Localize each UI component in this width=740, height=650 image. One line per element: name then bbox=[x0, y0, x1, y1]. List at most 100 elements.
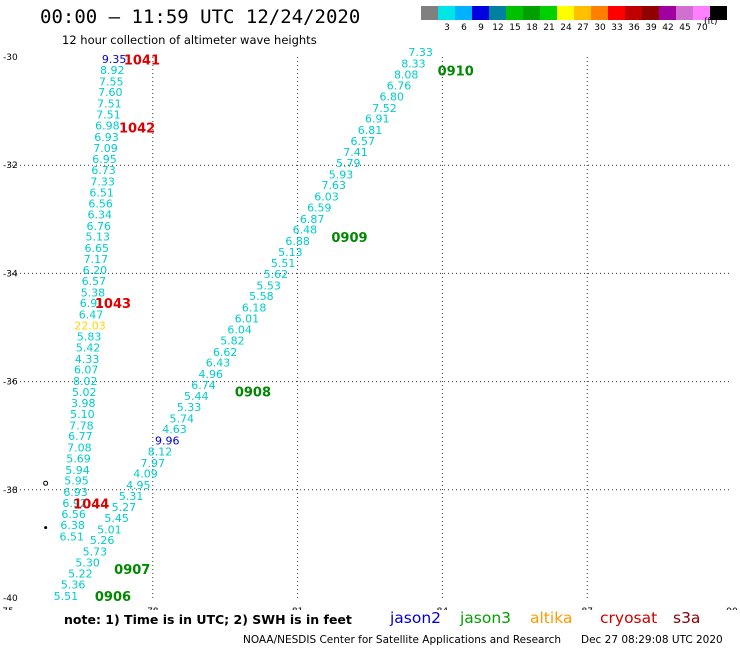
wave-height-value: 8.02 bbox=[73, 375, 98, 388]
credit-text: NOAA/NESDIS Center for Satellite Applica… bbox=[243, 634, 561, 646]
wave-height-value: 6.81 bbox=[358, 124, 383, 137]
wave-height-value: 6.56 bbox=[88, 198, 113, 211]
wave-height-value: 5.83 bbox=[77, 331, 102, 344]
color-scale-label: 42 bbox=[662, 23, 674, 33]
wave-height-value: 4.95 bbox=[126, 479, 151, 492]
wave-height-value: 5.42 bbox=[76, 342, 101, 355]
color-scale-swatch bbox=[489, 6, 506, 20]
x-tick-label: 81 bbox=[292, 607, 303, 610]
wave-height-value: 6.76 bbox=[387, 80, 412, 93]
color-scale-label: 45 bbox=[679, 23, 691, 33]
color-scale-label: 27 bbox=[577, 23, 589, 33]
x-tick-label: 84 bbox=[437, 607, 449, 610]
wave-height-value: 5.74 bbox=[170, 412, 195, 425]
pass-time-label: 1044 bbox=[73, 497, 109, 512]
wave-height-value: 7.51 bbox=[97, 98, 122, 111]
wave-height-value: 7.97 bbox=[141, 457, 166, 470]
wave-height-value: 6.65 bbox=[85, 242, 110, 255]
wave-height-value: 6.07 bbox=[74, 364, 99, 377]
wave-height-value: 7.51 bbox=[96, 108, 121, 121]
y-tick-label: -36 bbox=[3, 378, 18, 388]
wave-height-value: 7.78 bbox=[69, 419, 94, 432]
ring-marker bbox=[43, 480, 49, 486]
color-scale-label: 3 bbox=[444, 23, 450, 33]
wave-height-value: 6.04 bbox=[227, 324, 252, 337]
wave-height-value: 6.73 bbox=[91, 164, 116, 177]
wave-height-value: 6.03 bbox=[314, 191, 339, 204]
wave-height-value: 7.08 bbox=[67, 442, 92, 455]
wave-height-value: 5.51 bbox=[271, 257, 296, 270]
wave-height-value: 6.56 bbox=[61, 508, 86, 521]
color-scale-swatch bbox=[659, 6, 676, 20]
color-scale-swatch bbox=[625, 6, 642, 20]
wave-height-value: 5.13 bbox=[278, 246, 303, 259]
wave-height-value: 6.95 bbox=[92, 153, 117, 166]
wave-height-value: 6.48 bbox=[293, 224, 318, 237]
wave-height-value: 6.98 bbox=[95, 120, 120, 133]
wave-height-value: 8.33 bbox=[401, 57, 426, 70]
color-scale-label: 24 bbox=[560, 23, 572, 33]
wave-height-value: 5.93 bbox=[329, 168, 354, 181]
wave-height-value: 6.34 bbox=[87, 208, 112, 221]
wave-height-value: 8.08 bbox=[394, 68, 419, 81]
wave-height-value: 5.44 bbox=[184, 390, 209, 403]
wave-height-value: 7.17 bbox=[84, 253, 109, 266]
color-scale-label: 30 bbox=[594, 23, 606, 33]
wave-height-value: 7.52 bbox=[372, 102, 397, 115]
wave-height-value: 8.12 bbox=[148, 445, 173, 458]
wave-height-value: 6.43 bbox=[206, 357, 231, 370]
wave-height-value: 6.76 bbox=[86, 220, 111, 233]
wave-height-value: 7.33 bbox=[408, 46, 433, 59]
wave-height-value: 6.62 bbox=[213, 346, 238, 359]
wave-height-value: 6.91 bbox=[80, 297, 105, 310]
color-scale-swatch bbox=[438, 6, 455, 20]
wave-height-value: 7.55 bbox=[99, 75, 124, 88]
color-scale-swatch bbox=[523, 6, 540, 20]
wave-height-value: 5.53 bbox=[256, 279, 281, 292]
wave-height-value: 5.58 bbox=[249, 290, 274, 303]
color-scale-swatch bbox=[574, 6, 591, 20]
color-scale-label: 70 bbox=[696, 23, 708, 33]
wave-height-value: 4.33 bbox=[75, 353, 100, 366]
wave-height-value: 5.10 bbox=[70, 408, 95, 421]
wave-height-value: 6.51 bbox=[59, 530, 84, 543]
pass-time-label: 1042 bbox=[119, 121, 155, 136]
color-scale-swatch bbox=[540, 6, 557, 20]
wave-height-value: 6.77 bbox=[68, 430, 93, 443]
color-scale-label: 12 bbox=[492, 23, 504, 33]
wave-height-value: 5.95 bbox=[64, 475, 89, 488]
wave-height-value: 6.01 bbox=[235, 312, 260, 325]
y-tick-label: -40 bbox=[3, 594, 18, 604]
wave-height-value: 5.82 bbox=[220, 334, 245, 347]
wave-height-value: 5.79 bbox=[336, 157, 361, 170]
color-scale-swatch bbox=[676, 6, 693, 20]
color-scale-label: 36 bbox=[628, 23, 640, 33]
wave-height-value: 9.35 bbox=[102, 53, 127, 66]
wave-height-value: 6.47 bbox=[79, 309, 104, 322]
color-scale-swatch bbox=[557, 6, 574, 20]
wave-height-plot: 757881848790-30-32-34-36-38-409.358.927.… bbox=[2, 46, 738, 610]
wave-height-value: 3.98 bbox=[71, 397, 96, 410]
y-tick-label: -32 bbox=[3, 161, 18, 171]
color-scale-swatch bbox=[608, 6, 625, 20]
legend-item-jason2: jason2 bbox=[390, 609, 442, 627]
color-scale-label: 15 bbox=[509, 23, 521, 33]
wave-height-value: 4.09 bbox=[133, 468, 158, 481]
color-scale-swatch bbox=[642, 6, 659, 20]
wave-height-value: 6.88 bbox=[285, 235, 310, 248]
wave-height-value: 6.57 bbox=[351, 135, 376, 148]
wave-height-value: 5.31 bbox=[119, 490, 144, 503]
color-scale-swatch bbox=[710, 6, 727, 20]
wave-height-value: 6.92 bbox=[62, 497, 87, 510]
wave-height-value: 5.51 bbox=[54, 590, 79, 603]
x-tick-label: 75 bbox=[2, 607, 13, 610]
wave-height-value: 5.27 bbox=[112, 501, 137, 514]
color-scale-label: 9 bbox=[478, 23, 484, 33]
color-scale-unit: (ft) bbox=[704, 17, 718, 27]
wave-height-value: 5.26 bbox=[90, 534, 115, 547]
wave-height-value: 6.74 bbox=[191, 379, 216, 392]
note-text: note: 1) Time is in UTC; 2) SWH is in fe… bbox=[64, 612, 352, 627]
wave-height-value: 6.38 bbox=[60, 519, 85, 532]
wave-height-value: 7.60 bbox=[98, 86, 123, 99]
color-scale-label: 6 bbox=[461, 23, 467, 33]
